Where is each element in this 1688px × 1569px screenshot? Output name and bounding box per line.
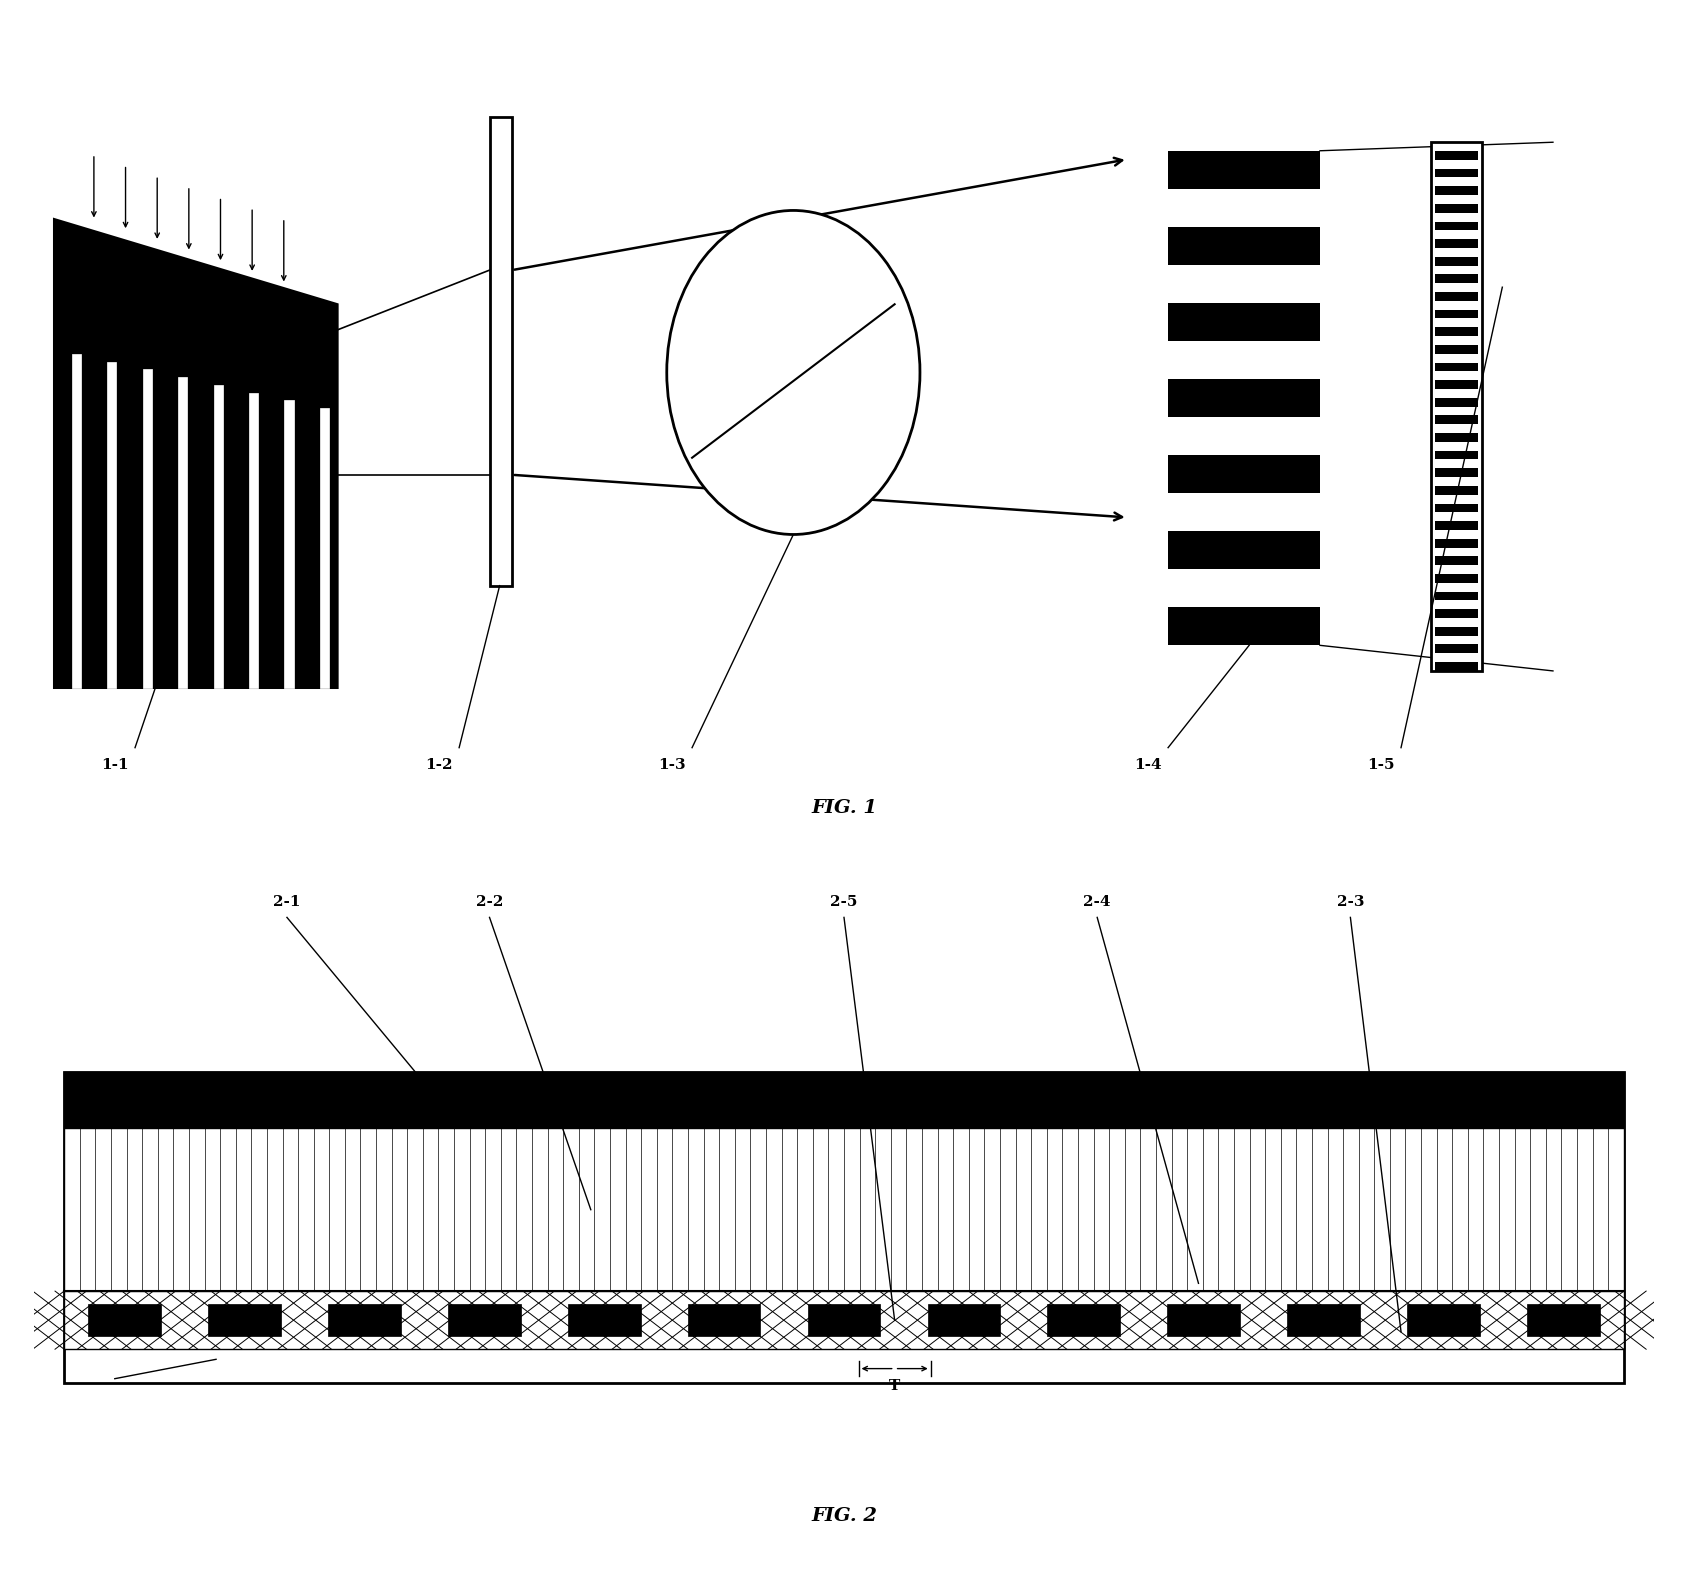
Bar	[687, 1304, 761, 1337]
Bar	[88, 1304, 160, 1337]
Text: FIG. 1: FIG. 1	[810, 799, 878, 817]
Polygon shape	[321, 408, 329, 687]
Bar	[1435, 204, 1479, 213]
Bar	[1168, 607, 1320, 645]
Bar	[1435, 557, 1479, 565]
Bar	[1435, 221, 1479, 231]
Bar	[1435, 292, 1479, 301]
Polygon shape	[179, 377, 187, 687]
Bar	[1435, 645, 1479, 653]
Bar	[1528, 1304, 1600, 1337]
Bar	[567, 1304, 640, 1337]
Text: 2-3: 2-3	[1337, 894, 1364, 908]
Polygon shape	[54, 220, 338, 687]
Bar	[1435, 521, 1479, 530]
Text: 1-4: 1-4	[1134, 758, 1161, 772]
Bar	[1168, 151, 1320, 188]
Bar	[64, 1128, 1624, 1291]
Bar	[1435, 433, 1479, 442]
Text: FIG. 2: FIG. 2	[810, 1506, 878, 1525]
Polygon shape	[213, 384, 223, 687]
Bar	[1168, 303, 1320, 340]
Bar	[1435, 662, 1479, 672]
Bar	[1435, 328, 1479, 336]
Polygon shape	[284, 400, 294, 687]
Bar	[1435, 416, 1479, 424]
Bar	[208, 1304, 280, 1337]
Bar	[1435, 151, 1479, 160]
Text: 2-2: 2-2	[476, 894, 503, 908]
Bar	[64, 1073, 1624, 1382]
Text: 1-2: 1-2	[425, 758, 452, 772]
Bar	[1435, 169, 1479, 177]
Bar	[64, 1073, 1624, 1128]
Text: 2-1: 2-1	[273, 894, 300, 908]
Bar	[1431, 143, 1482, 672]
Polygon shape	[108, 362, 116, 687]
Text: 2-4: 2-4	[1084, 894, 1111, 908]
Bar	[1435, 362, 1479, 372]
Bar	[1435, 538, 1479, 548]
Bar	[1435, 399, 1479, 406]
Bar	[1435, 574, 1479, 582]
Text: 1-3: 1-3	[658, 758, 685, 772]
Bar	[1435, 380, 1479, 389]
Ellipse shape	[667, 210, 920, 535]
Bar	[1168, 532, 1320, 570]
Bar	[1435, 486, 1479, 494]
Bar	[1435, 592, 1479, 601]
Bar	[1168, 228, 1320, 265]
Bar	[1168, 455, 1320, 493]
Bar	[1435, 628, 1479, 635]
Polygon shape	[250, 392, 258, 687]
Bar	[927, 1304, 1001, 1337]
Bar	[1168, 380, 1320, 417]
Bar	[1168, 1304, 1241, 1337]
Bar	[1435, 504, 1479, 513]
Bar	[1435, 275, 1479, 284]
Bar	[1435, 187, 1479, 195]
Bar	[1435, 309, 1479, 319]
Text: T: T	[890, 1379, 900, 1393]
Bar	[1408, 1304, 1480, 1337]
Bar	[1435, 450, 1479, 460]
Bar	[64, 1291, 1624, 1349]
Bar	[1435, 609, 1479, 618]
Bar	[1435, 345, 1479, 353]
Bar	[447, 1304, 520, 1337]
Bar	[1048, 1304, 1121, 1337]
Bar	[490, 116, 511, 585]
Bar	[1435, 238, 1479, 248]
Polygon shape	[142, 369, 152, 687]
Polygon shape	[73, 355, 81, 687]
Text: 1-5: 1-5	[1367, 758, 1394, 772]
Text: 2-5: 2-5	[830, 894, 858, 908]
Bar	[327, 1304, 400, 1337]
Text: 1-1: 1-1	[101, 758, 128, 772]
Bar	[1435, 468, 1479, 477]
Bar	[807, 1304, 881, 1337]
Bar	[1288, 1304, 1361, 1337]
Bar	[1435, 257, 1479, 265]
